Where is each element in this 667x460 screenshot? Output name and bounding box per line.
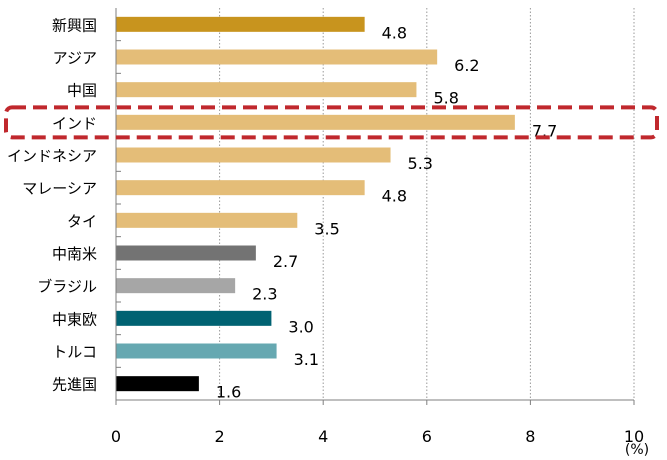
x-tick-label: 6 [422, 427, 432, 446]
bar [116, 49, 438, 65]
value-label: 4.8 [382, 23, 407, 42]
category-label: トルコ [52, 343, 97, 361]
grid-lines [219, 8, 635, 400]
value-label: 2.3 [252, 285, 277, 304]
category-label: インドネシア [7, 147, 97, 165]
x-tick-label: 0 [111, 427, 121, 446]
x-tick-label: 10 [624, 427, 644, 446]
x-unit-label: (%) [625, 442, 649, 456]
value-label: 5.3 [408, 154, 433, 173]
category-label: 中東欧 [52, 310, 97, 328]
highlight [4, 105, 659, 140]
category-label: インド [52, 114, 97, 132]
bars [116, 16, 515, 392]
bar [116, 376, 199, 392]
bar [116, 82, 417, 98]
category-label: 先進国 [52, 376, 97, 394]
category-label: 中国 [67, 82, 97, 100]
bar [116, 245, 256, 261]
bar [116, 212, 298, 228]
highlight-box [4, 105, 659, 140]
x-tick-label: 4 [318, 427, 328, 446]
bar [116, 343, 277, 359]
x-tick-label: 8 [525, 427, 535, 446]
value-label: 3.1 [294, 350, 319, 369]
bar [116, 180, 365, 196]
category-label: マレーシア [22, 180, 97, 198]
category-label: 中南米 [52, 245, 97, 263]
bar [116, 16, 365, 32]
category-label: タイ [67, 212, 97, 230]
value-label: 1.6 [216, 383, 241, 402]
x-tick-label: 2 [215, 427, 225, 446]
value-label: 2.7 [273, 252, 298, 271]
value-label: 3.5 [314, 219, 339, 238]
bar [116, 147, 391, 163]
value-label: 6.2 [454, 56, 479, 75]
category-label: アジア [53, 49, 97, 67]
bar [116, 310, 272, 326]
category-label: ブラジル [37, 278, 97, 296]
value-label: 3.0 [288, 317, 313, 336]
axes [115, 8, 635, 405]
value-label: 4.8 [382, 187, 407, 206]
category-label: 新興国 [52, 16, 97, 34]
bar [116, 278, 236, 294]
value-label: 5.8 [433, 89, 458, 108]
bar [116, 114, 515, 130]
